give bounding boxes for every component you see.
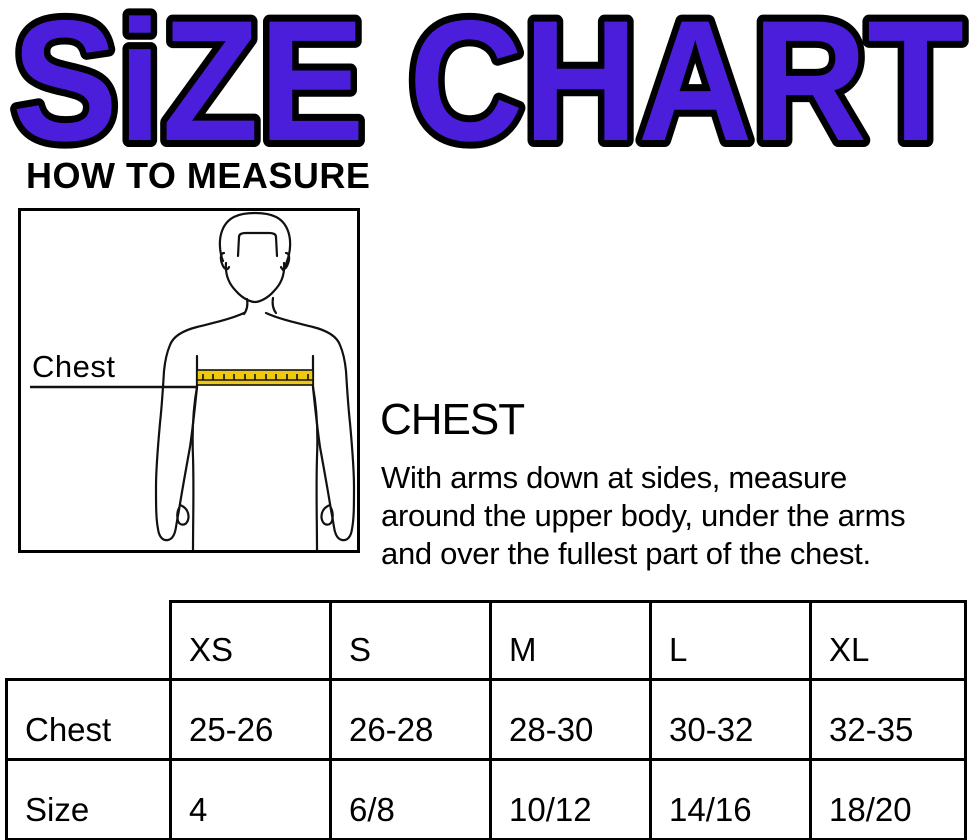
chest-heading: CHEST bbox=[380, 395, 525, 444]
row-label-chest: Chest bbox=[5, 678, 172, 761]
chest-label: Chest bbox=[32, 349, 116, 384]
col-header-l: L bbox=[649, 600, 812, 681]
figure-ear-right bbox=[279, 251, 291, 271]
size-number-row: Size 4 6/8 10/12 14/16 18/20 bbox=[5, 758, 967, 840]
figure-neck-left bbox=[242, 297, 249, 316]
row-label-size: Size bbox=[5, 758, 172, 840]
chest-cell-xl: 32-35 bbox=[809, 678, 967, 761]
figure-torso-left bbox=[191, 385, 199, 550]
instruction-line: around the upper body, under the arms bbox=[381, 498, 906, 533]
chest-cell-l: 30-32 bbox=[649, 678, 812, 761]
title-banner: SiZE CHART bbox=[5, 0, 971, 162]
size-cell-m: 10/12 bbox=[489, 758, 652, 840]
title-text: SiZE CHART bbox=[12, 0, 964, 162]
measuring-tape bbox=[196, 369, 314, 386]
size-table-header-row: XS S M L XL bbox=[6, 600, 967, 681]
col-header-s: S bbox=[329, 600, 492, 681]
chest-cell-m: 28-30 bbox=[489, 678, 652, 761]
tape-tick-marks bbox=[202, 374, 309, 380]
how-to-measure-heading: HOW TO MEASURE bbox=[26, 155, 371, 196]
figure-neck-right bbox=[271, 296, 278, 315]
size-table: XS S M L XL Chest 25-26 26-28 28-30 30-3… bbox=[5, 600, 967, 840]
chest-measure-row: Chest 25-26 26-28 28-30 30-32 32-35 bbox=[5, 678, 967, 761]
size-cell-xl: 18/20 bbox=[809, 758, 967, 840]
figure-torso-right bbox=[311, 385, 319, 550]
col-header-m: M bbox=[489, 600, 652, 681]
instruction-line: and over the fullest part of the chest. bbox=[381, 536, 871, 571]
chest-cell-s: 26-28 bbox=[329, 678, 492, 761]
col-header-xs: XS bbox=[169, 600, 332, 681]
chest-cell-xs: 25-26 bbox=[169, 678, 332, 761]
size-cell-s: 6/8 bbox=[329, 758, 492, 840]
figure-hair bbox=[218, 211, 292, 272]
figure-left-arm bbox=[154, 311, 246, 542]
figure-face bbox=[224, 261, 286, 304]
figure-right-arm bbox=[264, 311, 356, 542]
figure-ear-left bbox=[219, 251, 231, 271]
size-cell-l: 14/16 bbox=[649, 758, 812, 840]
figure-left-thumb bbox=[176, 503, 190, 526]
body-outline-figure bbox=[30, 211, 356, 550]
size-cell-xs: 4 bbox=[169, 758, 332, 840]
figure-right-thumb bbox=[320, 503, 334, 526]
measurement-figure-box bbox=[18, 208, 360, 553]
chest-instructions: With arms down at sides, measure around … bbox=[381, 459, 906, 573]
col-header-xl: XL bbox=[809, 600, 967, 681]
blank-corner-cell bbox=[6, 601, 171, 680]
figure-fringe bbox=[236, 231, 279, 258]
instruction-line: With arms down at sides, measure bbox=[381, 460, 847, 495]
